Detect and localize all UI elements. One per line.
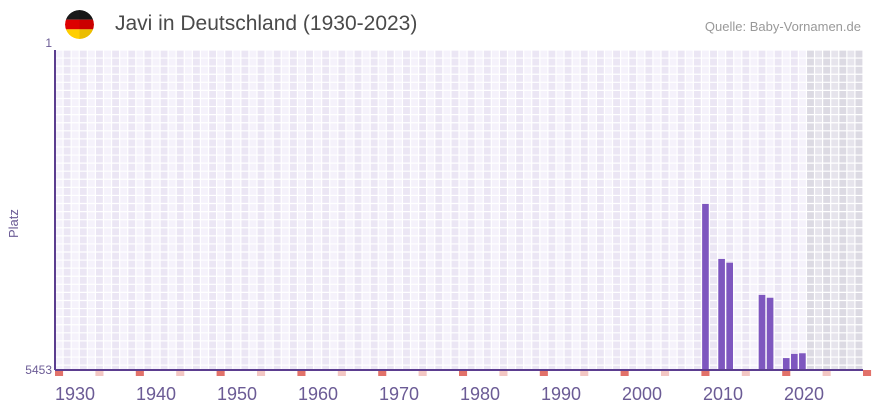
svg-text:1980: 1980 — [460, 384, 500, 404]
svg-text:1990: 1990 — [541, 384, 581, 404]
svg-text:1970: 1970 — [379, 384, 419, 404]
svg-text:1: 1 — [45, 36, 52, 50]
svg-text:5453: 5453 — [25, 363, 52, 377]
svg-text:1940: 1940 — [136, 384, 176, 404]
svg-text:1930: 1930 — [55, 384, 95, 404]
svg-text:1950: 1950 — [217, 384, 257, 404]
svg-text:2020: 2020 — [784, 384, 824, 404]
svg-text:2010: 2010 — [703, 384, 743, 404]
svg-text:2000: 2000 — [622, 384, 662, 404]
svg-text:1960: 1960 — [298, 384, 338, 404]
